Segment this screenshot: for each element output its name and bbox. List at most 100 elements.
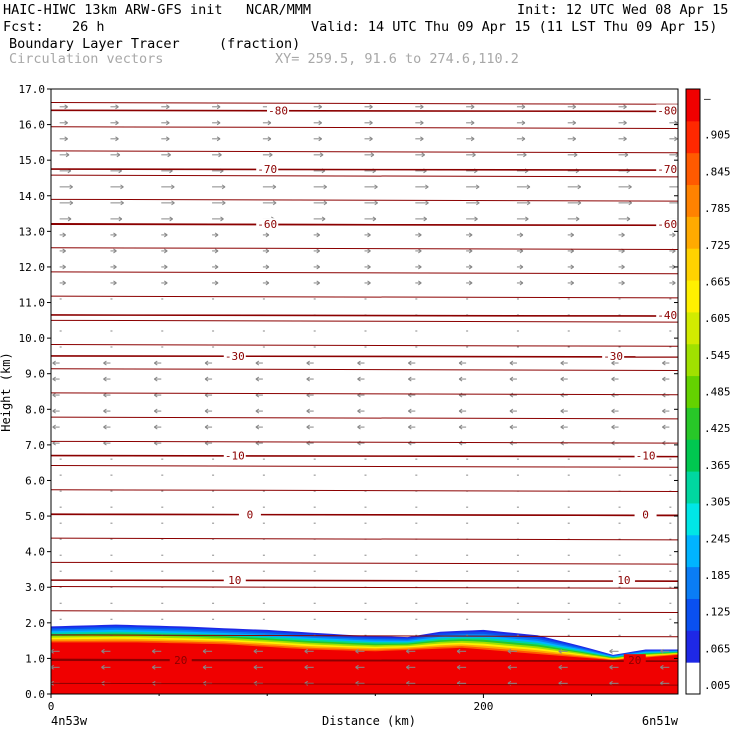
colorbar-swatch xyxy=(686,598,700,631)
contour-line xyxy=(51,150,678,154)
vector-arrowhead xyxy=(558,648,563,654)
isotherm-line xyxy=(51,223,678,227)
isotherm-label-bg xyxy=(656,104,678,116)
contour-line xyxy=(51,344,678,347)
vector-arrowhead xyxy=(509,408,514,414)
colorbar-swatch xyxy=(686,120,700,154)
vector-arrowhead xyxy=(151,664,156,670)
isotherm-label: -80 xyxy=(657,104,677,117)
vector-arrowhead xyxy=(458,360,463,366)
vector-arrowhead xyxy=(163,248,168,254)
vector-arrowhead xyxy=(52,376,56,382)
vector-arrowhead xyxy=(509,376,514,382)
colorbar-swatch xyxy=(686,502,700,536)
vector-arrowhead xyxy=(316,248,320,254)
vector-arrowhead xyxy=(202,648,207,654)
isotherm-label: 0 xyxy=(642,508,649,521)
vector-arrowhead xyxy=(216,104,221,110)
vector-arrowhead xyxy=(265,248,270,254)
y-tick-label: 9.0 xyxy=(25,368,45,381)
vector-arrowhead xyxy=(406,664,410,670)
vector-arrowhead xyxy=(660,664,664,670)
vector-arrowhead xyxy=(367,264,371,270)
vector-arrowhead xyxy=(253,664,258,670)
vector-arrowhead xyxy=(560,376,565,382)
vector-arrowhead xyxy=(52,360,56,366)
vector-arrowhead xyxy=(374,184,378,190)
vector-arrowhead xyxy=(662,376,666,382)
y-tick-label: 7.0 xyxy=(25,439,45,452)
isotherm-lines: -80 -80 -70 -70 -60 -60 -40 -30 -30 -10 -10 0 0 10 10 2… xyxy=(51,102,678,686)
vector-arrowhead xyxy=(267,120,272,126)
vector-arrowhead xyxy=(115,136,119,142)
vector-arrowhead xyxy=(214,248,219,254)
vector-arrowhead xyxy=(470,120,475,126)
vector-arrowhead xyxy=(626,216,631,222)
vector-arrowhead xyxy=(316,280,320,286)
y-tick-label: 3.0 xyxy=(25,581,45,594)
vector-arrowhead xyxy=(255,360,260,366)
isotherm-label: -10 xyxy=(636,450,656,463)
vector-arrowhead xyxy=(672,232,676,238)
plot-area xyxy=(51,89,678,694)
vector-arrowhead xyxy=(521,136,526,142)
vector-arrowhead xyxy=(323,200,328,206)
isotherm-label-bg xyxy=(223,349,246,361)
vector-arrowhead xyxy=(357,360,361,366)
isotherm-label-bg xyxy=(656,308,678,320)
vector-arrowhead xyxy=(521,120,526,126)
org-label: NCAR/MMM xyxy=(246,2,312,18)
vector-arrowhead xyxy=(306,408,310,414)
vector-arrowhead xyxy=(318,104,322,110)
plot-frame xyxy=(50,88,679,695)
colorbar-label: .485 xyxy=(704,386,731,399)
vector-arrowhead xyxy=(523,152,527,158)
colorbar-label: .125 xyxy=(704,606,731,619)
vector-arrowhead xyxy=(560,408,565,414)
vector-arrowhead xyxy=(672,280,676,286)
vector-arrowhead xyxy=(316,232,320,238)
vector-arrowhead xyxy=(577,184,582,190)
field-title: Boundary Layer Tracer xyxy=(9,36,180,52)
forecast-hour: 26 h xyxy=(72,19,105,35)
vector-arrowhead xyxy=(611,376,615,382)
vector-arrowhead xyxy=(169,216,173,222)
vector-arrowhead xyxy=(370,152,375,158)
colorbar-label: .365 xyxy=(704,459,731,472)
vector-arrowhead xyxy=(408,424,412,430)
vector-arrowhead xyxy=(369,136,373,142)
colorbar-swatch xyxy=(686,566,700,599)
colorbar-label: .665 xyxy=(704,275,731,288)
vector-arrowhead xyxy=(265,232,270,238)
contour-line xyxy=(51,537,678,541)
contour-line xyxy=(51,561,678,565)
vector-arrowhead xyxy=(628,184,632,190)
vector-arrowhead xyxy=(406,648,410,654)
y-tick-label: 17.0 xyxy=(19,83,46,96)
vector-arrowhead xyxy=(318,120,322,126)
vector-arrowhead xyxy=(456,648,461,654)
vector-arrowhead xyxy=(474,216,478,222)
vector-arrowhead xyxy=(216,136,221,142)
vector-arrowhead xyxy=(113,280,117,286)
vector-arrowhead xyxy=(113,232,117,238)
colorbar-label: .245 xyxy=(704,532,731,545)
isotherm-line xyxy=(51,513,678,517)
colorbar-swatch xyxy=(686,407,700,440)
y-tick-label: 14.0 xyxy=(19,190,46,203)
vector-arrowhead xyxy=(525,216,529,222)
vector-arrowhead xyxy=(62,232,66,238)
colorbar-swatch xyxy=(686,89,700,122)
vector-arrowhead xyxy=(153,376,158,382)
vector-arrowhead xyxy=(163,264,168,270)
vector-arrowhead xyxy=(623,104,627,110)
vector-arrowhead xyxy=(306,424,310,430)
vector-arrowhead xyxy=(572,120,577,126)
isotherm-label-bg xyxy=(602,349,625,361)
x-axis: 0 200 xyxy=(48,694,593,713)
vector-arrowhead xyxy=(611,408,615,414)
vector-arrowhead xyxy=(255,408,260,414)
vector-arrowhead xyxy=(475,184,480,190)
y-tick-label: 15.0 xyxy=(19,154,46,167)
y-tick-label: 11.0 xyxy=(19,297,46,310)
